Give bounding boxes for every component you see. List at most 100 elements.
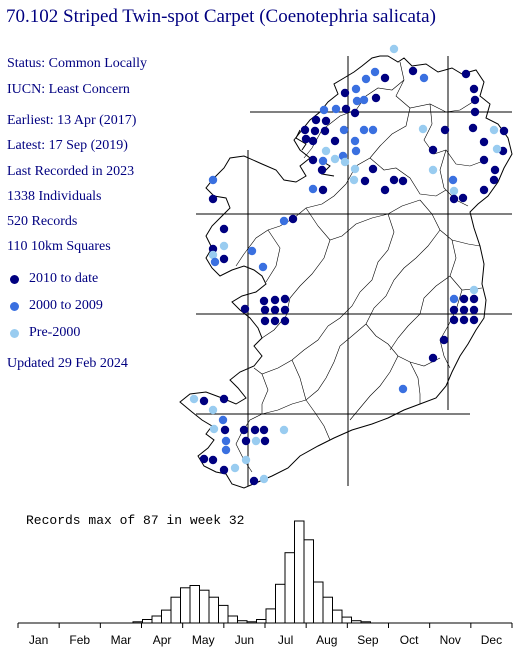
record-dot [219,254,229,264]
record-dot [219,465,229,475]
month-ticks [17,623,513,628]
record-dot [389,44,399,54]
record-dot [341,104,351,114]
month-label: Jul [278,633,293,647]
record-dot [448,175,458,185]
record-dot [449,305,459,315]
record-dot [339,125,349,135]
record-dot [208,175,218,185]
histogram-bar [218,604,229,624]
record-dot [209,424,219,434]
legend-item-old: Pre-2000 [10,324,80,342]
month-labels: Jan Feb Mar Apr May Jun Jul Aug Sep Oct Nov Dec [29,633,502,647]
histogram-bar [284,552,295,624]
record-dot [330,136,340,146]
record-dot [380,73,390,83]
record-dot [208,250,218,260]
record-dot [280,294,290,304]
record-dot [371,93,381,103]
month-label: Mar [111,633,132,647]
record-dot [418,124,428,134]
record-dot [241,436,251,446]
record-dot [359,125,369,135]
record-dot [210,257,220,267]
record-dot [469,305,479,315]
month-label: Sep [357,633,379,647]
status-text: Status: Common Locally [7,56,147,71]
record-dot [259,425,269,435]
record-dot [218,415,228,425]
record-dot [260,316,270,326]
record-dot [221,436,231,446]
record-dot [310,126,320,136]
record-dot [490,165,500,175]
record-dot [361,74,371,84]
latest-date: Latest: 17 Sep (2019) [7,138,128,153]
record-dot [308,184,318,194]
histogram-bar [189,585,200,624]
record-dot [449,186,459,196]
record-dot [301,134,311,144]
histogram-bar [170,596,181,624]
record-dot [260,436,270,446]
record-dot [349,175,359,185]
histogram-bar [151,615,162,624]
record-dot [318,156,328,166]
month-label: Dec [481,633,502,647]
record-dot [220,425,230,435]
histogram-bars [132,520,371,624]
record-dot [368,164,378,174]
record-dot [479,137,489,147]
record-dot [469,315,479,325]
record-dot [308,155,318,165]
record-dot [469,84,479,94]
histogram-bar [142,619,153,624]
record-dot [352,96,362,106]
record-dot [340,88,350,98]
record-dot [279,425,289,435]
record-dot [449,315,459,325]
record-dot [288,214,298,224]
record-dot [351,84,361,94]
record-dot [370,67,380,77]
histogram-bar [208,596,219,624]
record-dot [360,176,370,186]
updated-date: Updated 29 Feb 2024 [7,356,128,371]
record-dot [270,316,280,326]
record-dot [350,108,360,118]
record-dot [208,455,218,465]
record-dot [428,353,438,363]
record-dot [439,335,449,345]
histogram-bar [322,596,333,624]
records-count: 520 Records [7,214,78,229]
month-label: Apr [153,633,172,647]
record-dot [428,145,438,155]
record-dot [308,136,318,146]
legend-label: Pre-2000 [29,325,81,340]
histogram-bar [332,609,343,624]
record-dot [331,104,341,114]
month-label: Aug [316,633,337,647]
record-dot [350,164,360,174]
legend-item-mid: 2000 to 2009 [10,297,103,315]
record-dot [221,445,231,455]
record-dot [270,305,280,315]
histogram-bar [227,615,238,624]
record-dot [230,463,240,473]
histogram-bar [341,616,352,624]
record-dot [219,224,229,234]
month-label: Jun [235,633,254,647]
record-dot [247,246,257,256]
record-dot [259,296,269,306]
record-dot [311,115,321,125]
page-title: 70.102 Striped Twin-spot Carpet (Coenote… [6,6,436,27]
histogram-bar [313,581,324,624]
record-dot [492,144,502,154]
record-dot [241,455,251,465]
record-dot [459,294,469,304]
record-dot [259,474,269,484]
record-dot [321,146,331,156]
histogram-bar [303,539,314,624]
record-dot [449,294,459,304]
